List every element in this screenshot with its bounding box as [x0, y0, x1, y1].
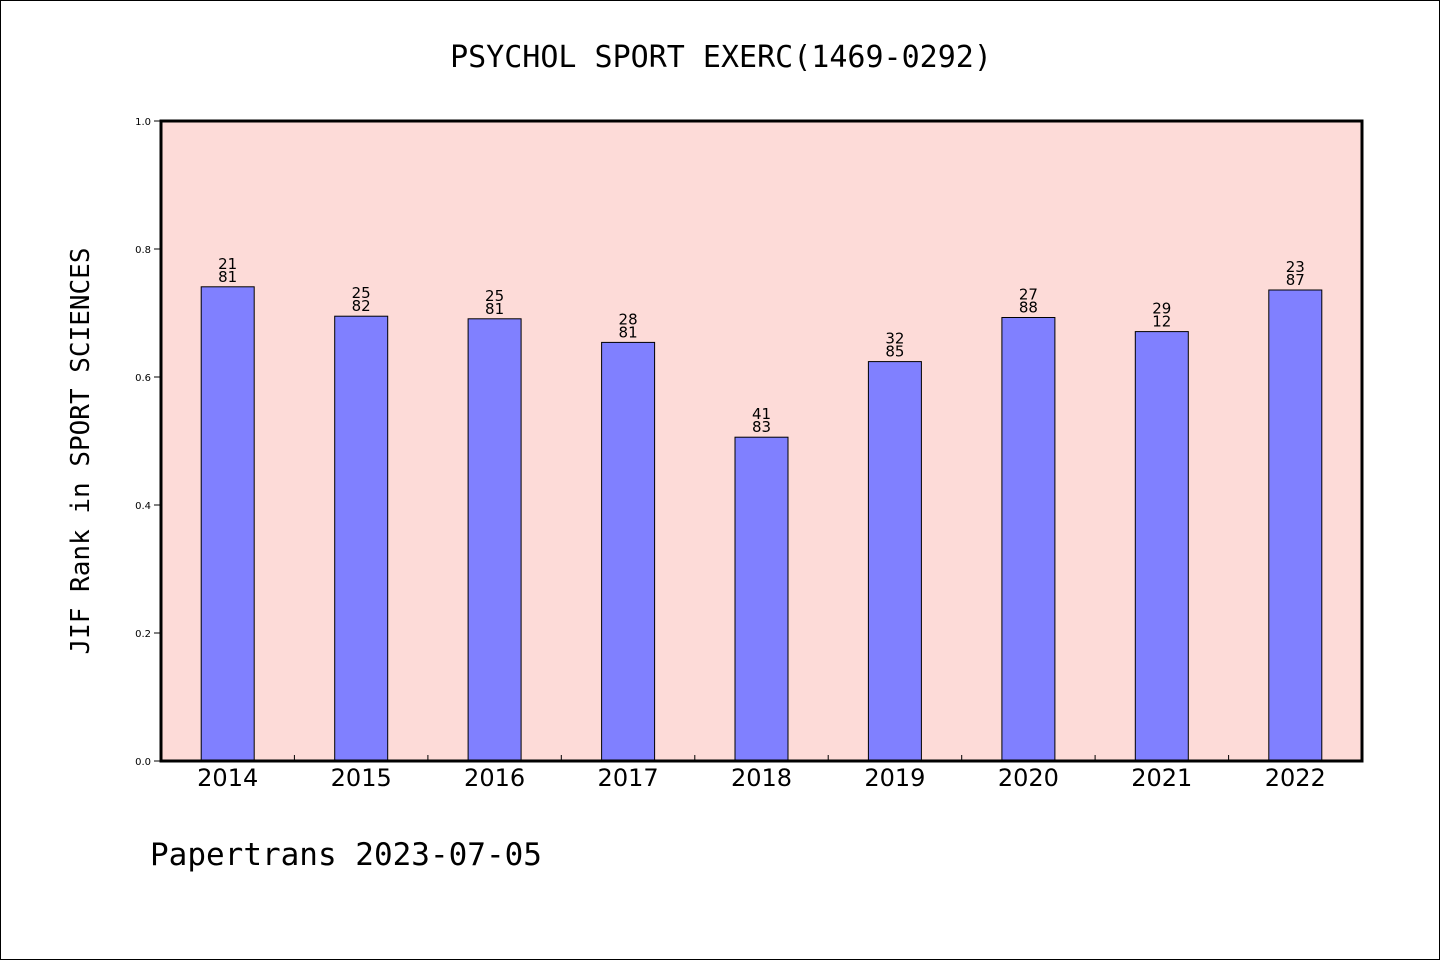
x-tick-label: 2018	[731, 764, 792, 792]
y-tick-label: 0.0	[135, 757, 151, 768]
bar-label-total: 88	[1019, 299, 1038, 317]
bar-label-total: 81	[485, 300, 504, 318]
bar-2019	[867, 361, 922, 762]
bar-label-total: 12	[1152, 313, 1171, 331]
bar-label-total: 85	[885, 343, 904, 361]
bars-layer	[200, 286, 1323, 762]
bar-label-rank: 28	[619, 310, 638, 328]
bar-label-rank: 29	[1152, 300, 1171, 318]
bar-2014	[200, 286, 255, 762]
x-tick-label: 2016	[464, 764, 525, 792]
x-tick-label: 2022	[1265, 764, 1326, 792]
bar-label-rank: 25	[352, 284, 371, 302]
bar-label-rank: 25	[485, 287, 504, 305]
bar-label-total: 87	[1286, 271, 1305, 289]
x-tick-label: 2017	[598, 764, 659, 792]
bar-label-rank: 21	[218, 255, 237, 273]
bar-label-total: 81	[218, 268, 237, 286]
x-tick-label: 2021	[1131, 764, 1192, 792]
y-axis: 0.0 0.2 0.4 0.6 0.8 1.0	[135, 117, 161, 768]
y-tick-label: 0.8	[135, 245, 151, 256]
bar-label-total: 82	[352, 297, 371, 315]
y-tick-label: 0.6	[135, 373, 151, 384]
bar-2018	[734, 436, 789, 762]
bar-2022	[1268, 289, 1323, 762]
bar-label-rank: 32	[885, 330, 904, 348]
y-tick-label: 1.0	[135, 117, 151, 128]
x-tick-label: 2015	[331, 764, 392, 792]
plot-frame	[159, 119, 1364, 763]
bar-label-rank: 27	[1019, 286, 1038, 304]
bar-label-total: 83	[752, 418, 771, 436]
y-tick-label: 0.2	[135, 629, 151, 640]
x-axis: 2014 2015 2016 2017 2018 2019 2020 2021 2022	[197, 755, 1326, 792]
bar-2015	[334, 315, 389, 762]
x-tick-label: 2019	[864, 764, 925, 792]
x-tick-label: 2014	[197, 764, 258, 792]
x-tick-label: 2020	[998, 764, 1059, 792]
y-tick-label: 0.4	[135, 501, 151, 512]
bar-2021	[1134, 331, 1189, 762]
footer-text: Papertrans 2023-07-05	[150, 837, 542, 873]
bar-2016	[467, 318, 522, 762]
bar-2017	[601, 341, 656, 762]
bar-label-total: 81	[619, 323, 638, 341]
bar-2020	[1001, 317, 1056, 762]
chart-title: PSYCHOL SPORT EXERC(1469-0292)	[450, 40, 992, 75]
y-axis-label: JIF Rank in SPORT SCIENCES	[66, 248, 96, 655]
bar-label-rank: 23	[1286, 258, 1305, 276]
bar-label-rank: 41	[752, 405, 771, 423]
